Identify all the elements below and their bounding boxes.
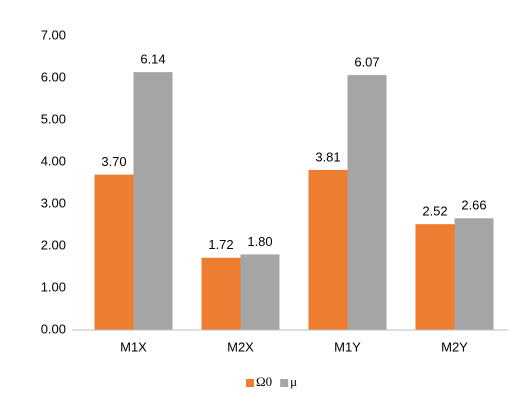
data-label: 3.81 — [315, 149, 340, 164]
legend-swatch — [246, 379, 254, 387]
data-label: 1.72 — [208, 237, 233, 252]
x-tick-label: M2X — [227, 339, 254, 354]
y-tick-label: 5.00 — [41, 111, 66, 126]
bar — [347, 75, 387, 330]
bar — [94, 174, 134, 330]
y-tick-label: 4.00 — [41, 153, 66, 168]
legend-swatch — [280, 379, 289, 387]
data-label: 3.70 — [101, 154, 126, 169]
y-tick-label: 6.00 — [41, 69, 66, 84]
y-tick-label: 1.00 — [41, 279, 66, 294]
legend-label: Ω0 — [256, 374, 272, 389]
x-tick-label: M1Y — [334, 339, 361, 354]
x-tick-label: M2Y — [441, 339, 468, 354]
bar — [308, 169, 348, 330]
bar — [201, 257, 241, 330]
data-label: 6.07 — [354, 54, 379, 69]
bar — [240, 254, 280, 330]
y-tick-label: 2.00 — [41, 237, 66, 252]
y-tick-label: 0.00 — [41, 321, 66, 336]
legend-label: μ — [290, 374, 297, 389]
data-label: 2.52 — [422, 204, 447, 219]
x-tick-label: M1X — [120, 339, 147, 354]
data-label: 1.80 — [247, 234, 272, 249]
data-label: 2.66 — [461, 198, 486, 213]
bar — [415, 224, 455, 330]
bar — [454, 218, 494, 330]
bar — [133, 72, 173, 331]
y-tick-label: 3.00 — [41, 195, 66, 210]
data-label: 6.14 — [140, 52, 165, 67]
y-tick-label: 7.00 — [41, 27, 66, 42]
